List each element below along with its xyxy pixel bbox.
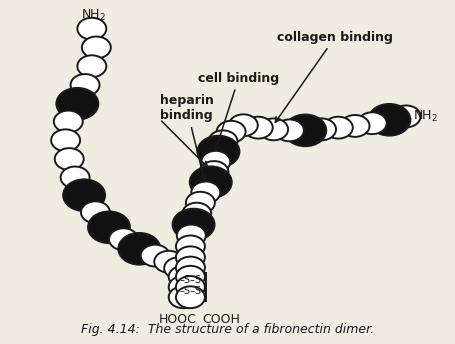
Circle shape bbox=[169, 276, 197, 298]
Circle shape bbox=[54, 110, 83, 132]
Circle shape bbox=[284, 115, 326, 146]
Circle shape bbox=[118, 233, 160, 265]
Circle shape bbox=[88, 212, 130, 243]
Circle shape bbox=[82, 36, 111, 58]
Circle shape bbox=[71, 74, 100, 96]
Circle shape bbox=[172, 209, 215, 240]
Circle shape bbox=[61, 166, 90, 189]
Circle shape bbox=[191, 182, 220, 203]
Text: cell binding: cell binding bbox=[198, 72, 279, 151]
Circle shape bbox=[81, 201, 110, 223]
Circle shape bbox=[169, 286, 197, 308]
Circle shape bbox=[182, 203, 211, 225]
Text: –S–S–: –S–S– bbox=[179, 286, 206, 296]
Circle shape bbox=[176, 257, 205, 278]
Circle shape bbox=[56, 88, 98, 120]
Circle shape bbox=[169, 266, 197, 288]
Circle shape bbox=[197, 136, 239, 168]
Circle shape bbox=[154, 251, 183, 273]
Circle shape bbox=[201, 151, 230, 173]
Circle shape bbox=[229, 114, 258, 136]
Circle shape bbox=[190, 166, 232, 198]
Circle shape bbox=[208, 130, 238, 152]
Circle shape bbox=[63, 179, 105, 211]
Text: NH$_2$: NH$_2$ bbox=[413, 109, 438, 124]
Circle shape bbox=[358, 112, 387, 134]
Circle shape bbox=[259, 118, 288, 140]
Circle shape bbox=[176, 246, 205, 268]
Circle shape bbox=[176, 276, 205, 298]
Circle shape bbox=[176, 286, 205, 308]
Circle shape bbox=[176, 266, 205, 288]
Text: HOOC: HOOC bbox=[159, 313, 197, 326]
Circle shape bbox=[186, 192, 215, 214]
Circle shape bbox=[324, 117, 353, 139]
Circle shape bbox=[275, 119, 304, 141]
Text: NH$_2$: NH$_2$ bbox=[81, 8, 106, 23]
Circle shape bbox=[141, 245, 170, 267]
Circle shape bbox=[164, 257, 193, 279]
Circle shape bbox=[244, 117, 273, 139]
Circle shape bbox=[177, 225, 206, 246]
Text: heparin
binding: heparin binding bbox=[160, 94, 213, 181]
Circle shape bbox=[176, 235, 205, 257]
Text: –S–S–: –S–S– bbox=[179, 275, 206, 285]
Circle shape bbox=[51, 129, 80, 151]
Circle shape bbox=[109, 228, 138, 250]
Circle shape bbox=[77, 55, 106, 77]
Circle shape bbox=[340, 115, 369, 137]
Text: Fig. 4.14:  The structure of a fibronectin dimer.: Fig. 4.14: The structure of a fibronecti… bbox=[81, 323, 374, 336]
Circle shape bbox=[307, 118, 336, 140]
Circle shape bbox=[217, 121, 246, 143]
Circle shape bbox=[77, 18, 106, 40]
Circle shape bbox=[369, 104, 410, 136]
Text: collagen binding: collagen binding bbox=[275, 31, 393, 122]
Circle shape bbox=[55, 148, 84, 170]
Circle shape bbox=[199, 161, 228, 183]
Circle shape bbox=[392, 106, 420, 127]
Text: COOH: COOH bbox=[202, 313, 240, 326]
